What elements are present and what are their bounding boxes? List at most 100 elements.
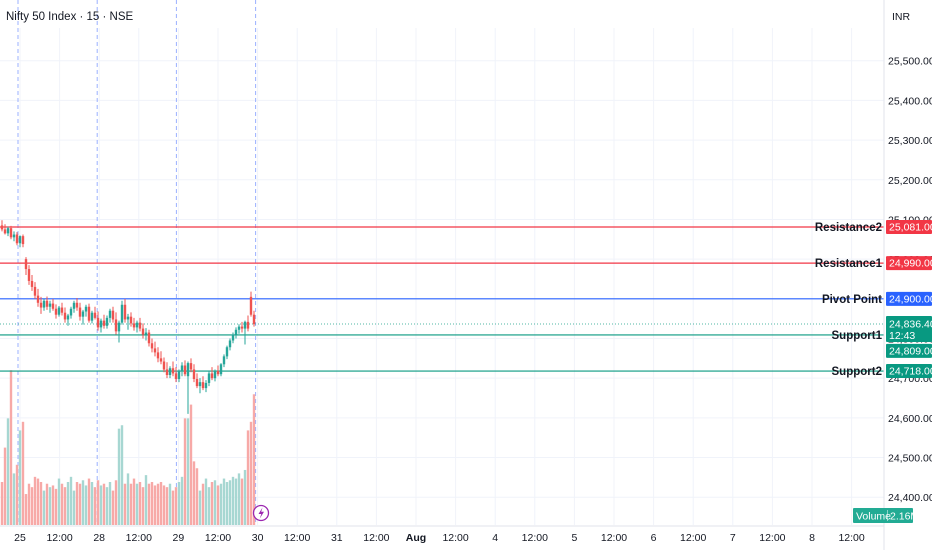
volume-bar bbox=[186, 418, 190, 525]
candle bbox=[174, 367, 178, 383]
candle-body bbox=[84, 306, 88, 312]
candle-body bbox=[222, 356, 226, 365]
volume-bar bbox=[48, 487, 52, 525]
candle-body bbox=[42, 300, 46, 308]
candle bbox=[60, 302, 64, 316]
candle bbox=[153, 341, 157, 357]
level-price-badge bbox=[886, 291, 932, 306]
x-tick-label: 30 bbox=[252, 532, 264, 544]
level-name: Support2 bbox=[832, 366, 882, 378]
candle-body bbox=[171, 368, 175, 374]
volume-bar bbox=[141, 487, 145, 525]
volume-bar bbox=[75, 482, 79, 525]
candle-body bbox=[54, 308, 58, 315]
volume-bar bbox=[150, 482, 154, 525]
volume-bar bbox=[42, 490, 46, 525]
volume-bar bbox=[54, 488, 58, 525]
candle-body bbox=[99, 320, 103, 328]
candle bbox=[3, 224, 7, 235]
volume-label: Volume bbox=[856, 511, 891, 523]
volume-bar bbox=[207, 487, 211, 525]
volume-bar bbox=[228, 480, 232, 525]
candle-body bbox=[198, 382, 202, 387]
candle-body bbox=[249, 296, 253, 315]
candle-body bbox=[120, 304, 124, 323]
volume-bar bbox=[3, 447, 7, 525]
candle-body bbox=[114, 319, 118, 332]
candle-body bbox=[108, 310, 112, 318]
x-tick-label: 12:00 bbox=[522, 532, 548, 544]
candle bbox=[237, 324, 241, 334]
candle-body bbox=[177, 371, 181, 379]
candle bbox=[147, 329, 151, 347]
candle bbox=[96, 311, 100, 331]
candle bbox=[105, 315, 109, 329]
candle bbox=[36, 288, 40, 307]
x-tick-label: 6 bbox=[651, 532, 657, 544]
volume-bar bbox=[45, 483, 49, 525]
volume-bar bbox=[78, 483, 82, 525]
volume-bar bbox=[147, 483, 151, 525]
candle bbox=[156, 347, 160, 363]
candle bbox=[180, 362, 184, 377]
candle bbox=[114, 312, 118, 335]
volume-indicator[interactable]: Volume 2.16M bbox=[853, 508, 919, 523]
level-name: Pivot Point bbox=[822, 294, 882, 306]
candle bbox=[168, 366, 172, 379]
candle bbox=[102, 314, 106, 329]
candle bbox=[240, 321, 244, 333]
candle bbox=[45, 296, 49, 310]
volume-bar bbox=[30, 487, 34, 525]
candle-body bbox=[174, 373, 178, 379]
volume-bars bbox=[0, 370, 256, 525]
candle bbox=[159, 351, 163, 365]
candle-body bbox=[69, 308, 73, 316]
candle-body bbox=[204, 382, 208, 389]
volume-bar bbox=[27, 483, 31, 525]
candle-body bbox=[51, 303, 55, 309]
y-tick-label: 24,600.00 bbox=[888, 413, 932, 425]
candle-body bbox=[153, 348, 157, 353]
x-tick-label: 12:00 bbox=[284, 532, 310, 544]
candle-body bbox=[246, 321, 250, 329]
volume-bar bbox=[99, 485, 103, 525]
volume-bar bbox=[84, 485, 88, 525]
candle bbox=[87, 303, 91, 323]
candle-body bbox=[111, 310, 115, 320]
candle-body bbox=[213, 371, 217, 379]
candle bbox=[84, 304, 88, 317]
candle-body bbox=[138, 322, 142, 329]
level-price-text: 24,990.00 bbox=[889, 258, 932, 270]
candle bbox=[117, 320, 121, 343]
volume-bar bbox=[192, 461, 196, 525]
level-price-badge bbox=[886, 220, 932, 235]
candle bbox=[30, 275, 34, 291]
volume-bar bbox=[231, 476, 235, 525]
candle-body bbox=[201, 382, 205, 389]
currency-label[interactable]: INR bbox=[892, 11, 911, 23]
countdown-text: 12:43 bbox=[889, 330, 915, 342]
replay-bolt-icon[interactable] bbox=[252, 504, 270, 522]
x-tick-label: 12:00 bbox=[126, 532, 152, 544]
candle bbox=[222, 354, 226, 368]
volume-bar bbox=[15, 464, 19, 525]
time-axis[interactable]: 25 12:00 28 12:00 29 12:00 30 12:00 31 12:00 Aug 12… bbox=[0, 525, 884, 544]
volume-bar bbox=[129, 483, 133, 525]
candle bbox=[189, 358, 193, 373]
volume-bar bbox=[132, 478, 136, 525]
volume-bar bbox=[180, 476, 184, 525]
candle-body bbox=[180, 365, 184, 372]
volume-bar bbox=[159, 482, 163, 525]
candle bbox=[81, 309, 85, 325]
candle bbox=[249, 291, 253, 317]
volume-bar bbox=[96, 480, 100, 525]
volume-bar bbox=[135, 483, 139, 525]
candle-body bbox=[225, 347, 229, 357]
price-axis[interactable]: 25,500.0025,400.0025,300.0025,200.0025,1… bbox=[883, 0, 932, 550]
volume-bar bbox=[162, 485, 166, 525]
candle-body bbox=[192, 369, 196, 379]
volume-bar bbox=[201, 483, 205, 525]
volume-bar bbox=[198, 490, 202, 525]
candle-body bbox=[63, 312, 67, 320]
